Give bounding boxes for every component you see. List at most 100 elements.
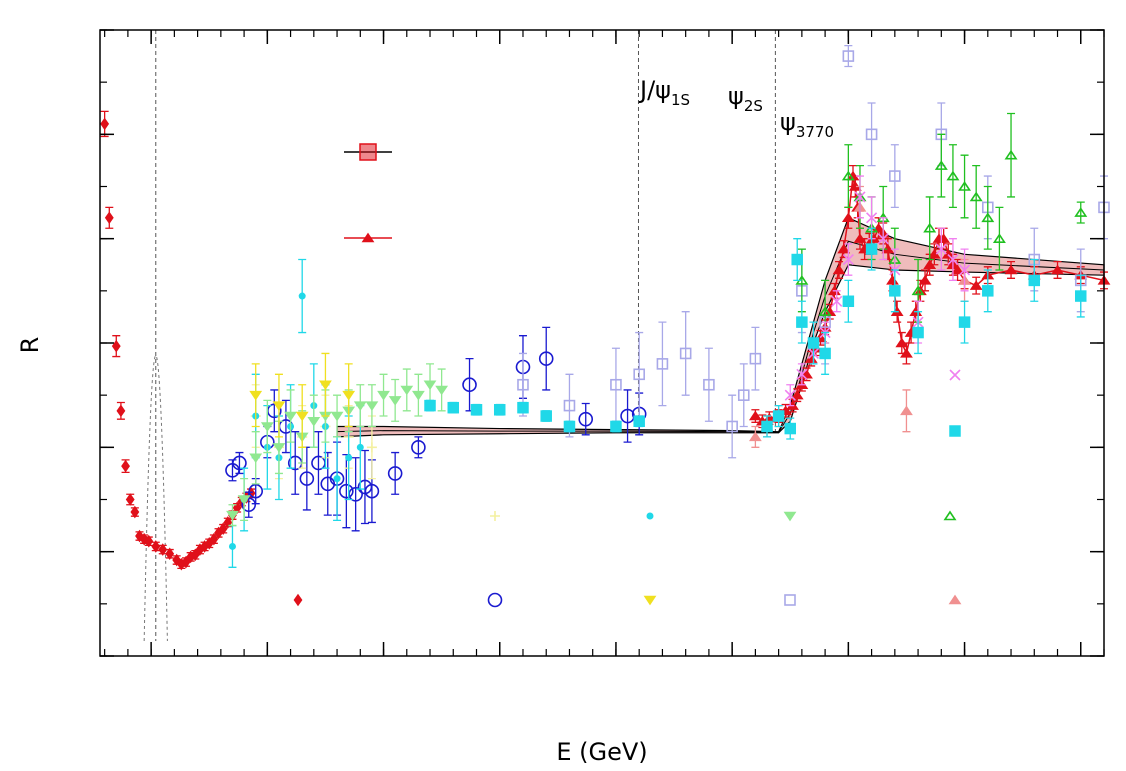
data-point [228, 542, 236, 550]
data-point [517, 401, 529, 414]
legend-item [646, 512, 654, 520]
data-point [934, 160, 948, 170]
data-point [563, 420, 576, 433]
legend-item [487, 592, 503, 608]
data-point [865, 128, 878, 141]
data-point [366, 442, 377, 453]
data-point [923, 222, 937, 233]
legend-marker [359, 143, 377, 161]
data-point [656, 358, 669, 370]
error-bar [291, 431, 300, 495]
data-point [158, 543, 168, 556]
data-point [912, 326, 924, 339]
data-point [144, 534, 154, 548]
error-bar [995, 206, 1004, 271]
data-point [946, 170, 960, 181]
error-bar [890, 144, 899, 209]
data-point [918, 275, 932, 285]
legend-item [293, 593, 303, 607]
data-point [831, 295, 843, 307]
data-point [610, 378, 622, 391]
legend-item [490, 511, 500, 521]
data-point [900, 348, 913, 358]
error-bar [844, 144, 853, 209]
data-point [633, 368, 645, 381]
data-point [958, 316, 971, 328]
data-point [578, 411, 594, 427]
data-point [249, 453, 263, 464]
data-point [784, 389, 796, 401]
error-bar [623, 389, 632, 443]
data-point [818, 306, 832, 317]
data-point [679, 347, 692, 360]
data-point [165, 547, 175, 561]
error-bar [960, 154, 969, 219]
data-point [947, 253, 959, 266]
annotations: J/ψ1S ψ2S ψ3770 [638, 76, 834, 141]
error-bar [1076, 201, 1085, 224]
data-point [958, 264, 971, 276]
error-bar [751, 326, 760, 391]
legend-item [344, 232, 392, 243]
data-point [737, 389, 750, 401]
data-point [365, 401, 379, 411]
data-point [842, 295, 855, 308]
error-bar [360, 449, 369, 525]
data-point [633, 415, 645, 427]
data-point [377, 390, 390, 401]
error-bar [1007, 112, 1016, 198]
data-point [330, 411, 344, 422]
data-point [563, 399, 576, 412]
error-bar [867, 102, 876, 167]
legend-marker [949, 369, 961, 381]
error-bar [391, 451, 400, 495]
data-point [345, 454, 353, 462]
data-point [865, 243, 878, 255]
data-point [130, 505, 140, 519]
data-point [307, 417, 321, 427]
error-bar [844, 45, 853, 68]
data-point [423, 380, 437, 391]
legend-marker [943, 510, 957, 521]
data-point [319, 380, 332, 391]
data-point [1004, 264, 1018, 275]
data-point [791, 253, 803, 266]
legend-marker [361, 232, 375, 243]
legend-item [784, 594, 796, 606]
data-point [1075, 290, 1087, 302]
data-point [889, 170, 901, 182]
data-point [116, 404, 126, 418]
data-point [411, 390, 425, 401]
legend-item [344, 143, 392, 161]
legend-marker [948, 594, 962, 605]
data-point [272, 401, 286, 411]
data-point [111, 339, 121, 353]
data-point [900, 405, 913, 416]
legend-item [949, 425, 961, 437]
data-point [517, 378, 529, 391]
data-point [726, 420, 738, 433]
data-point [866, 212, 878, 224]
data-point [400, 385, 414, 396]
error-bar [937, 133, 946, 198]
data-point [748, 431, 762, 442]
data-point [911, 285, 925, 296]
data-point [842, 50, 855, 62]
x-axis-title: E (GeV) [556, 738, 647, 766]
data-point [100, 117, 110, 131]
legend-marker [487, 592, 503, 608]
data-point [447, 401, 460, 414]
legend-marker [643, 595, 657, 606]
data-point [125, 493, 135, 506]
error-bar [658, 321, 667, 407]
data-point [935, 243, 947, 255]
series-1 [100, 110, 256, 571]
data-point [772, 410, 785, 422]
data-point [298, 292, 306, 300]
data-point [249, 390, 263, 401]
data-point [260, 422, 274, 432]
y-axis-title: R [16, 337, 44, 354]
data-point [388, 396, 402, 406]
data-point [748, 410, 762, 421]
